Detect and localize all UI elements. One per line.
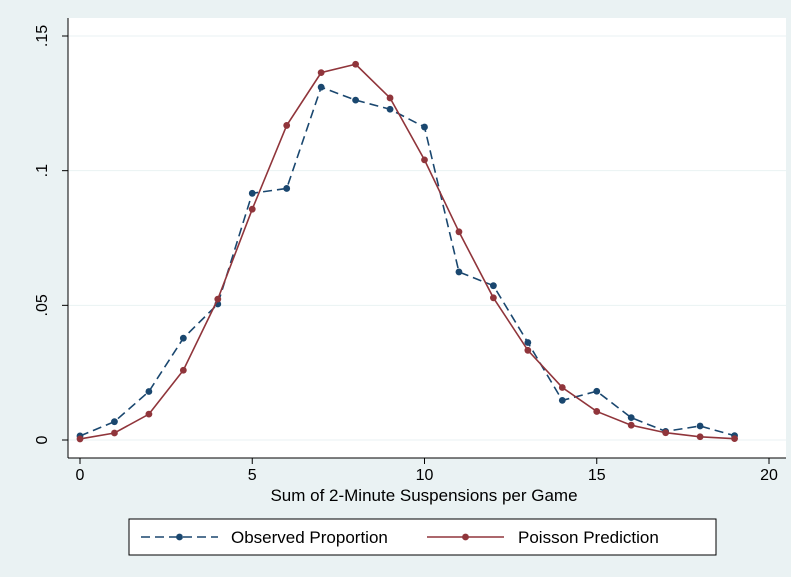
data-point	[317, 83, 325, 91]
data-point	[317, 69, 325, 77]
data-point	[145, 388, 153, 395]
data-point	[283, 122, 291, 129]
data-point	[352, 96, 359, 104]
data-point	[111, 429, 118, 437]
legend-items: Observed Proportion Poisson Prediction	[141, 528, 659, 547]
data-point	[455, 268, 463, 276]
x-tick-label: 20	[760, 467, 778, 484]
data-point	[386, 94, 394, 102]
x-tick-label: 5	[248, 467, 257, 484]
y-tick-label: .05	[34, 294, 51, 316]
legend-label: Observed Proportion	[231, 528, 388, 547]
series-line-1	[79, 63, 735, 440]
legend-swatch-marker	[462, 533, 469, 541]
data-point	[490, 294, 497, 302]
data-point	[558, 384, 566, 391]
legend: Observed Proportion Poisson Prediction	[128, 518, 717, 556]
data-point	[731, 435, 738, 443]
series-layer	[76, 60, 738, 443]
data-point	[524, 339, 532, 346]
data-point	[386, 105, 394, 113]
x-tick-label: 10	[416, 467, 434, 484]
data-point	[179, 366, 187, 374]
x-axis-title: Sum of 2-Minute Suspensions per Game	[270, 486, 577, 505]
data-point	[696, 422, 704, 430]
data-point	[352, 60, 359, 68]
y-tick-label: .15	[34, 25, 51, 47]
axis-ticks: 0 5 10 15 20 0 .05 .1 .15	[34, 25, 778, 484]
data-point	[111, 418, 118, 426]
data-point	[662, 429, 670, 437]
data-point	[179, 334, 187, 342]
legend-swatch-marker	[176, 533, 183, 541]
gridlines	[68, 35, 786, 441]
y-tick-label: .1	[34, 164, 51, 177]
data-point	[145, 410, 153, 418]
data-point	[593, 387, 601, 395]
data-point	[421, 156, 428, 164]
series-line-0	[79, 86, 735, 437]
data-point	[490, 282, 497, 290]
x-tick-label: 0	[76, 467, 85, 484]
data-point	[76, 435, 84, 443]
data-point	[627, 414, 635, 422]
x-tick-label: 15	[588, 467, 606, 484]
data-point	[248, 189, 256, 197]
data-point	[593, 408, 601, 415]
legend-box	[128, 518, 717, 556]
data-point	[696, 433, 704, 441]
data-point	[248, 205, 256, 213]
data-point	[421, 123, 428, 131]
data-point	[558, 397, 566, 404]
data-point	[627, 421, 635, 429]
y-tick-label: 0	[34, 435, 51, 444]
data-point	[283, 185, 291, 192]
legend-label: Poisson Prediction	[518, 528, 659, 547]
data-point	[524, 346, 532, 354]
data-point	[455, 228, 463, 236]
data-point	[214, 295, 222, 303]
plot-area	[68, 18, 786, 458]
